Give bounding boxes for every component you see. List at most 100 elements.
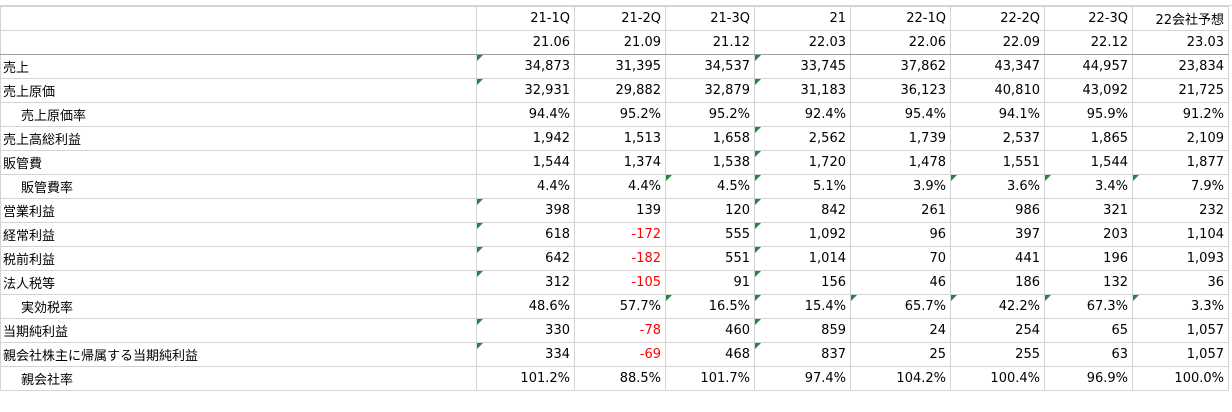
value-cell[interactable]: 397 <box>950 222 1045 247</box>
value-cell[interactable]: 7.9% <box>1132 174 1229 199</box>
value-cell[interactable]: 1,374 <box>574 150 666 175</box>
value-cell[interactable]: 1,513 <box>574 126 666 151</box>
value-cell[interactable]: 101.7% <box>665 366 755 391</box>
value-cell[interactable]: 261 <box>850 198 951 223</box>
value-cell[interactable]: 1,104 <box>1132 222 1229 247</box>
value-cell[interactable]: 24 <box>850 318 951 343</box>
value-cell[interactable]: 196 <box>1044 246 1133 271</box>
value-cell[interactable]: 618 <box>476 222 575 247</box>
value-cell[interactable]: 33,745 <box>754 54 851 79</box>
value-cell[interactable]: -78 <box>574 318 666 343</box>
value-cell[interactable]: 139 <box>574 198 666 223</box>
value-cell[interactable]: 3.3% <box>1132 294 1229 319</box>
value-cell[interactable]: 321 <box>1044 198 1133 223</box>
value-cell[interactable]: 104.2% <box>850 366 951 391</box>
value-cell[interactable]: 65 <box>1044 318 1133 343</box>
value-cell[interactable]: 92.4% <box>754 102 851 127</box>
row-label[interactable]: 販管費率 <box>0 174 477 199</box>
row-label[interactable]: 販管費 <box>0 150 477 175</box>
row-label[interactable]: 売上原価率 <box>0 102 477 127</box>
value-cell[interactable]: 31,183 <box>754 78 851 103</box>
value-cell[interactable]: 1,739 <box>850 126 951 151</box>
value-cell[interactable]: 1,877 <box>1132 150 1229 175</box>
value-cell[interactable]: 101.2% <box>476 366 575 391</box>
value-cell[interactable]: 986 <box>950 198 1045 223</box>
value-cell[interactable]: 1,865 <box>1044 126 1133 151</box>
value-cell[interactable]: 232 <box>1132 198 1229 223</box>
value-cell[interactable]: 23,834 <box>1132 54 1229 79</box>
value-cell[interactable]: 16.5% <box>665 294 755 319</box>
value-cell[interactable]: -105 <box>574 270 666 295</box>
date-header[interactable]: 21.09 <box>574 30 666 55</box>
value-cell[interactable]: 1,014 <box>754 246 851 271</box>
value-cell[interactable]: 36,123 <box>850 78 951 103</box>
value-cell[interactable]: 1,658 <box>665 126 755 151</box>
value-cell[interactable]: 94.4% <box>476 102 575 127</box>
value-cell[interactable]: 312 <box>476 270 575 295</box>
value-cell[interactable]: 551 <box>665 246 755 271</box>
value-cell[interactable]: 837 <box>754 342 851 367</box>
value-cell[interactable]: 5.1% <box>754 174 851 199</box>
value-cell[interactable]: 2,109 <box>1132 126 1229 151</box>
value-cell[interactable]: 34,537 <box>665 54 755 79</box>
value-cell[interactable]: 97.4% <box>754 366 851 391</box>
row-label[interactable]: 実効税率 <box>0 294 477 319</box>
value-cell[interactable]: 4.4% <box>574 174 666 199</box>
period-header[interactable]: 22-1Q <box>850 6 951 31</box>
value-cell[interactable]: 2,537 <box>950 126 1045 151</box>
value-cell[interactable]: 3.9% <box>850 174 951 199</box>
value-cell[interactable]: 156 <box>754 270 851 295</box>
period-header[interactable]: 21-2Q <box>574 6 666 31</box>
value-cell[interactable]: 441 <box>950 246 1045 271</box>
value-cell[interactable]: -172 <box>574 222 666 247</box>
value-cell[interactable]: 3.4% <box>1044 174 1133 199</box>
value-cell[interactable]: 67.3% <box>1044 294 1133 319</box>
value-cell[interactable]: 334 <box>476 342 575 367</box>
value-cell[interactable]: 63 <box>1044 342 1133 367</box>
value-cell[interactable]: -69 <box>574 342 666 367</box>
value-cell[interactable]: 132 <box>1044 270 1133 295</box>
row-label[interactable]: 売上 <box>0 54 477 79</box>
value-cell[interactable]: 1,092 <box>754 222 851 247</box>
value-cell[interactable]: 32,931 <box>476 78 575 103</box>
value-cell[interactable]: 186 <box>950 270 1045 295</box>
row-label[interactable]: 当期純利益 <box>0 318 477 343</box>
value-cell[interactable]: 21,725 <box>1132 78 1229 103</box>
value-cell[interactable]: 95.9% <box>1044 102 1133 127</box>
date-header[interactable]: 22.03 <box>754 30 851 55</box>
value-cell[interactable]: 1,942 <box>476 126 575 151</box>
value-cell[interactable]: 2,562 <box>754 126 851 151</box>
value-cell[interactable]: 203 <box>1044 222 1133 247</box>
value-cell[interactable]: 96.9% <box>1044 366 1133 391</box>
date-header[interactable]: 21.12 <box>665 30 755 55</box>
value-cell[interactable]: 36 <box>1132 270 1229 295</box>
value-cell[interactable]: 1,551 <box>950 150 1045 175</box>
value-cell[interactable]: 43,347 <box>950 54 1045 79</box>
value-cell[interactable]: 34,873 <box>476 54 575 79</box>
value-cell[interactable]: 120 <box>665 198 755 223</box>
value-cell[interactable]: 44,957 <box>1044 54 1133 79</box>
period-header[interactable]: 21-1Q <box>476 6 575 31</box>
value-cell[interactable]: 15.4% <box>754 294 851 319</box>
period-header[interactable]: 21-3Q <box>665 6 755 31</box>
value-cell[interactable]: 91 <box>665 270 755 295</box>
header-label-cell[interactable] <box>0 30 477 55</box>
value-cell[interactable]: 31,395 <box>574 54 666 79</box>
value-cell[interactable]: 95.2% <box>665 102 755 127</box>
row-label[interactable]: 売上高総利益 <box>0 126 477 151</box>
value-cell[interactable]: 91.2% <box>1132 102 1229 127</box>
value-cell[interactable]: 94.1% <box>950 102 1045 127</box>
value-cell[interactable]: 1,544 <box>1044 150 1133 175</box>
value-cell[interactable]: 859 <box>754 318 851 343</box>
row-label[interactable]: 経常利益 <box>0 222 477 247</box>
row-label[interactable]: 親会社株主に帰属する当期純利益 <box>0 342 477 367</box>
value-cell[interactable]: 65.7% <box>850 294 951 319</box>
value-cell[interactable]: 1,538 <box>665 150 755 175</box>
row-label[interactable]: 親会社率 <box>0 366 477 391</box>
value-cell[interactable]: 555 <box>665 222 755 247</box>
date-header[interactable]: 22.09 <box>950 30 1045 55</box>
value-cell[interactable]: 254 <box>950 318 1045 343</box>
value-cell[interactable]: 4.5% <box>665 174 755 199</box>
value-cell[interactable]: 4.4% <box>476 174 575 199</box>
header-label-cell[interactable] <box>0 6 477 31</box>
